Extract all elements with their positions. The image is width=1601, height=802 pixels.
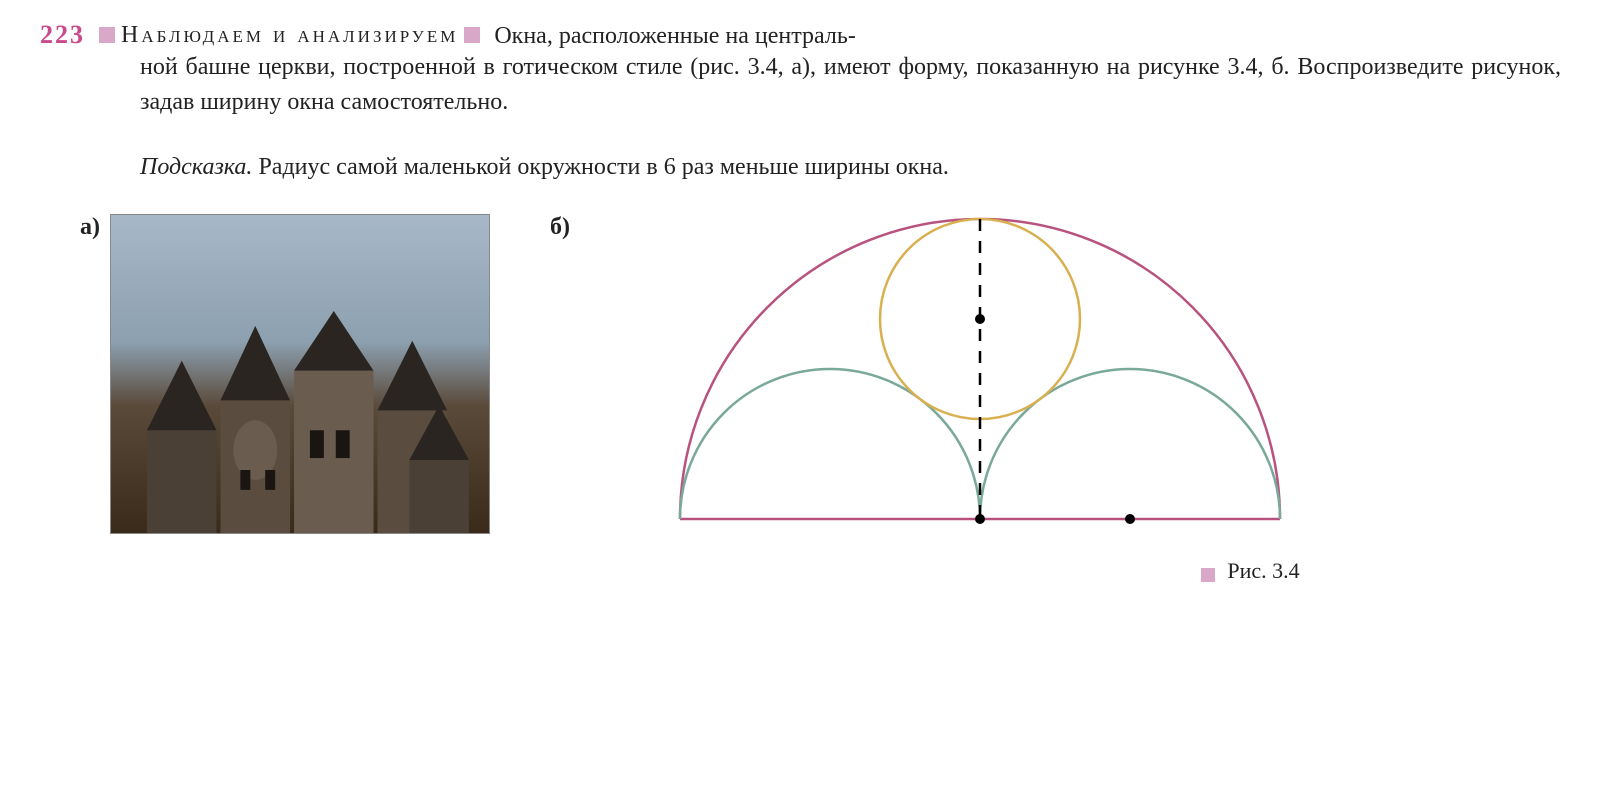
title-block-right bbox=[464, 27, 480, 43]
figure-a-image bbox=[110, 214, 490, 534]
figure-b-diagram bbox=[580, 214, 1380, 554]
section-title: Наблюдаем и анализируем bbox=[121, 22, 458, 49]
figure-a-label: а) bbox=[80, 214, 100, 241]
problem-number: 223 bbox=[40, 20, 85, 50]
section-title-wrap: Наблюдаем и анализируем bbox=[99, 22, 480, 49]
problem-text-first: Окна, расположенные на централь- bbox=[494, 23, 855, 50]
hint-label: Подсказка. bbox=[140, 154, 252, 180]
title-block-left bbox=[99, 27, 115, 43]
caption-block bbox=[1201, 568, 1215, 582]
problem-text-continued: ной башне церкви, построенной в готическ… bbox=[140, 50, 1561, 120]
hint-text: Радиус самой маленькой окружности в 6 ра… bbox=[258, 154, 948, 180]
figure-b-label: б) bbox=[550, 214, 570, 241]
figure-caption: Рис. 3.4 bbox=[1227, 558, 1299, 583]
castle-illustration bbox=[111, 311, 489, 534]
hint: Подсказка. Радиус самой маленькой окружн… bbox=[140, 150, 1561, 185]
